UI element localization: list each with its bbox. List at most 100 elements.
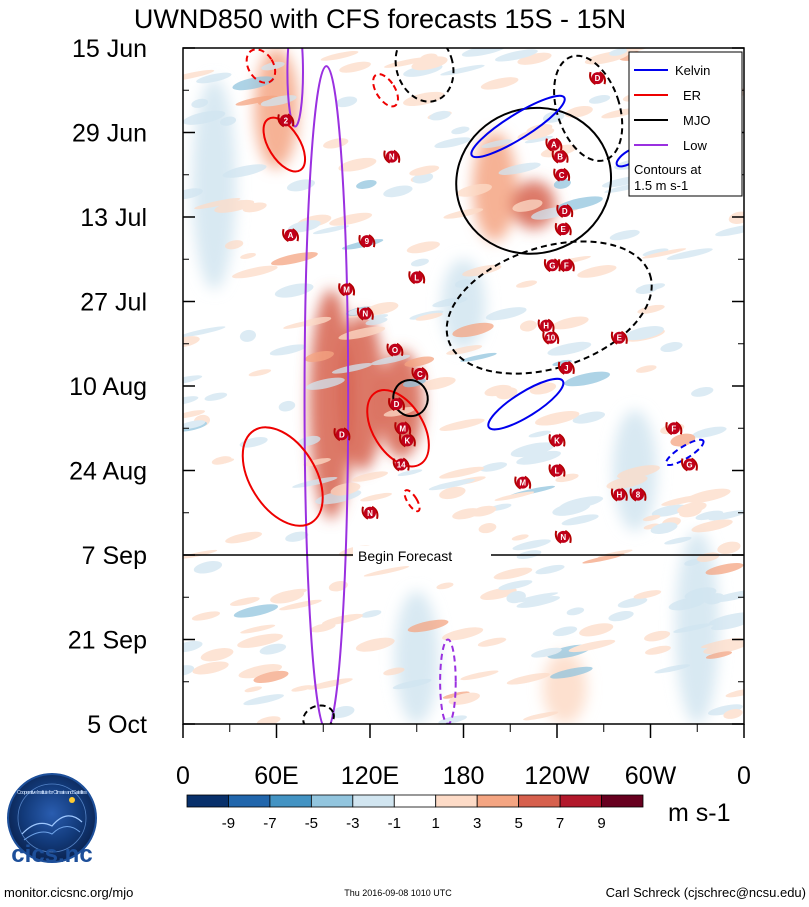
legend-label-kelvin: Kelvin (675, 63, 710, 78)
shading-cell (330, 706, 355, 718)
shading-cell (297, 435, 321, 446)
storm-swirl (557, 258, 575, 273)
storm-marker: K (398, 433, 416, 448)
shading-cell (550, 666, 593, 679)
shading-cell (684, 559, 701, 566)
shading-cell (291, 685, 313, 692)
shading-cell (692, 426, 727, 438)
shading-cell (365, 302, 399, 315)
storm-dot (284, 229, 297, 242)
storm-label: K (554, 436, 560, 445)
logo-text: cics.nc (11, 841, 92, 868)
shading-cell (440, 64, 485, 76)
filter-mjo-contour (302, 704, 335, 724)
shading-cell (183, 69, 215, 82)
storm-marker: K (548, 433, 566, 448)
shading-cell (243, 694, 284, 706)
storm-marker: O (386, 342, 404, 357)
colorbar-swatch (393, 794, 437, 808)
shading-cell (704, 593, 725, 605)
shading-cell (642, 515, 661, 522)
shading-cell (480, 462, 508, 472)
shading-cell (276, 588, 307, 598)
shading-cell (510, 442, 555, 458)
shading-cell (617, 465, 660, 479)
filter-er-contour (241, 426, 324, 527)
y-tick-label: 13 Jul (80, 204, 147, 232)
colorbar-tick-label: 9 (597, 815, 605, 832)
filter-er-contour (403, 489, 421, 513)
storm-label: 9 (365, 237, 370, 246)
shading-cell (436, 582, 454, 590)
shading-cell (309, 623, 336, 633)
storm-dot (555, 168, 568, 181)
shading-band (472, 132, 517, 242)
storm-swirl (361, 505, 379, 520)
storm-marker: B (551, 149, 569, 164)
shading-cell (448, 692, 480, 705)
shading-cell (192, 661, 229, 675)
storm-swirl (358, 234, 376, 249)
storm-dot (613, 331, 626, 344)
storm-dot (340, 283, 353, 296)
shading-cell (677, 502, 707, 514)
shading-cell (609, 229, 640, 241)
storm-label: 8 (636, 491, 641, 500)
storm-dot (557, 223, 570, 236)
shading-cell (238, 664, 283, 679)
shading-cell (717, 541, 741, 555)
colorbar-tick-label: 1 (432, 815, 440, 832)
shading-band (394, 591, 439, 724)
shading-cell (403, 91, 445, 106)
y-tick-label: 15 Jun (72, 35, 147, 63)
shading-cell (555, 473, 579, 483)
colorbar-swatch (269, 794, 312, 808)
shading-cell (608, 610, 634, 622)
shading-cell (670, 433, 696, 447)
shading-cell (237, 633, 283, 648)
x-tick-label: 60E (254, 762, 298, 790)
y-tick-label: 29 Jun (72, 120, 147, 148)
storm-label: N (362, 310, 368, 319)
shading-cell (232, 265, 278, 279)
shading-cell (338, 326, 386, 340)
shading-cell (651, 504, 687, 517)
colorbar-tick-label: -5 (305, 815, 318, 832)
shading-cell (568, 639, 616, 653)
legend-label-low: Low (683, 138, 707, 153)
storm-dot (359, 307, 372, 320)
shading-cell (286, 179, 315, 192)
shading-cell (274, 283, 314, 298)
shading-cell (460, 670, 499, 681)
storm-dot (560, 361, 573, 374)
x-axis: 0 60E 120E 180 120W 60W 0 (176, 724, 751, 790)
storm-swirl (537, 318, 555, 333)
storm-dot (551, 434, 563, 447)
storm-swirl (408, 270, 426, 285)
shading-cell (312, 225, 350, 235)
shading-cell (644, 630, 671, 642)
shading-cell (552, 626, 578, 637)
storm-marker: 14 (392, 457, 410, 472)
shading-cell (287, 220, 321, 233)
y-tick-label: 21 Sep (68, 627, 147, 655)
storm-dot (554, 150, 567, 163)
shading-cell (406, 241, 440, 254)
shading-cell (328, 581, 348, 592)
storm-dot (388, 343, 401, 356)
shading-cell (330, 482, 361, 496)
shading-cell (253, 670, 289, 683)
shading-cell (222, 164, 267, 178)
storm-label: M (343, 285, 350, 294)
shading-cell (279, 599, 322, 611)
storm-label: E (561, 225, 567, 234)
footer-center: Thu 2016-09-08 1010 UTC (344, 888, 452, 898)
shading-cell (564, 371, 611, 387)
shading-cell (566, 607, 585, 616)
shading-cell (477, 637, 507, 647)
shading-cell (705, 563, 744, 575)
shading-cell (498, 162, 541, 175)
shading-cell (225, 531, 263, 544)
shading-cell (352, 471, 388, 482)
storm-label: D (595, 74, 601, 83)
